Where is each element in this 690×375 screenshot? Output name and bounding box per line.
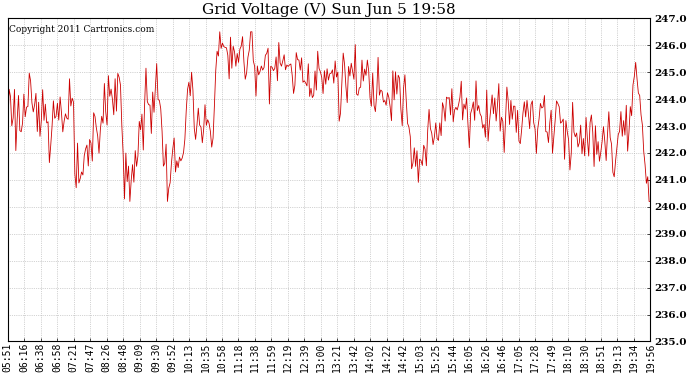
Text: Copyright 2011 Cartronics.com: Copyright 2011 Cartronics.com	[9, 25, 155, 34]
Title: Grid Voltage (V) Sun Jun 5 19:58: Grid Voltage (V) Sun Jun 5 19:58	[202, 3, 456, 17]
